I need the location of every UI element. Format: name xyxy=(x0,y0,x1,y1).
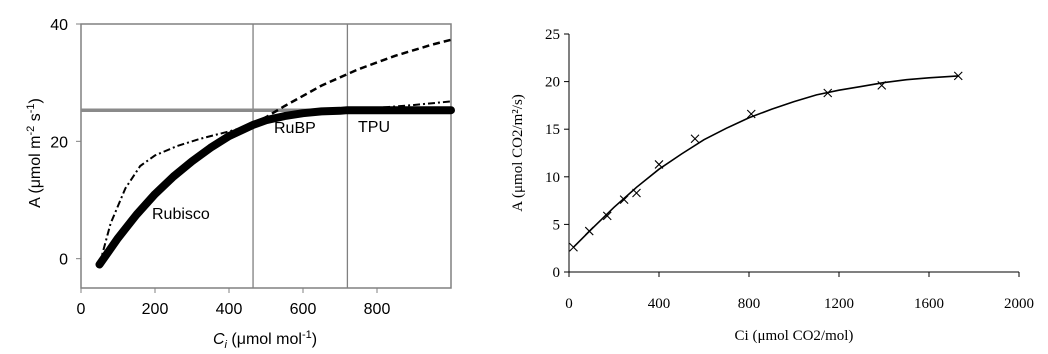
y-tick-label: 40 xyxy=(50,17,68,34)
data-point-x-marker xyxy=(746,109,756,119)
x-tick-label: 800 xyxy=(364,301,391,318)
x-tick-label: 600 xyxy=(290,301,317,318)
series-line-thick xyxy=(95,106,455,269)
x-tick-label: 800 xyxy=(738,296,761,312)
data-point-x-marker xyxy=(584,226,594,236)
data-point-x-marker xyxy=(877,81,887,90)
data-point-x-marker xyxy=(953,71,963,81)
y-tick-label: 10 xyxy=(545,170,560,186)
fit-curve xyxy=(572,75,959,248)
x-tick-label: 1600 xyxy=(914,296,944,312)
annotation-rubp: RuBP xyxy=(274,120,316,137)
y-tick-label: 20 xyxy=(50,134,68,151)
left-x-axis-label: Ci (μmol mol-1) xyxy=(213,329,317,351)
x-tick-label: 0 xyxy=(565,296,573,312)
y-tick-label: 15 xyxy=(545,122,560,138)
data-point-x-marker xyxy=(619,195,629,205)
x-tick-label: 0 xyxy=(77,301,86,318)
right-y-axis-label: A (μmol CO2/m²/s) xyxy=(510,94,526,212)
y-tick-label: 5 xyxy=(553,217,561,233)
right-x-axis-label: Ci (μmol CO2/mol) xyxy=(735,328,854,344)
y-tick-label: 0 xyxy=(553,265,561,281)
data-point-x-marker xyxy=(632,188,641,198)
x-tick-label: 2000 xyxy=(1004,296,1034,312)
x-tick-label: 200 xyxy=(142,301,169,318)
y-tick-label: 20 xyxy=(545,75,560,91)
y-tick-label: 25 xyxy=(545,27,560,43)
data-point-x-marker xyxy=(569,242,578,252)
left-plot-area xyxy=(80,23,452,289)
series-line-dashed xyxy=(252,38,452,126)
data-point-x-marker xyxy=(690,134,700,144)
data-point-x-marker xyxy=(823,88,833,98)
x-tick-label: 400 xyxy=(648,296,671,312)
data-point-x-marker xyxy=(654,160,664,169)
x-tick-label: 1200 xyxy=(824,296,854,312)
annotation-tpu: TPU xyxy=(358,119,390,136)
annotation-rubisco: Rubisco xyxy=(152,206,210,223)
data-point-x-marker xyxy=(602,211,612,221)
y-tick-label: 0 xyxy=(59,252,68,269)
left-chart: 0 200 400 600 800 0 20 40 Rubisco RuBP TPU A (… xyxy=(25,17,455,351)
left-y-axis-label: A (μmol m-2 s-1) xyxy=(25,98,44,208)
right-chart: 0 400 800 1200 1600 2000 0 5 10 15 20 25 A (μmol C… xyxy=(510,27,1034,344)
x-tick-label: 400 xyxy=(216,301,243,318)
